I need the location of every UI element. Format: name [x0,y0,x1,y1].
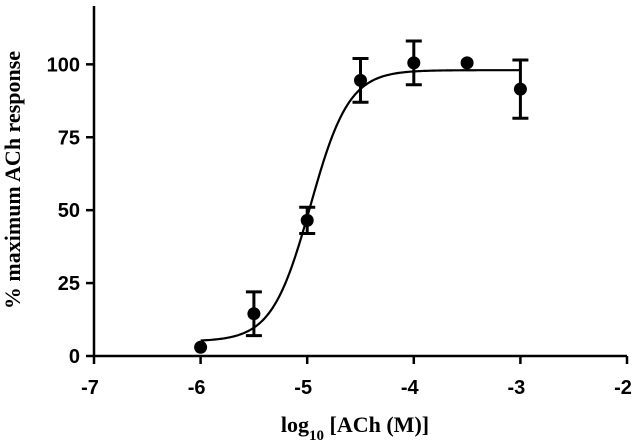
x-tick-label: -7 [81,377,99,399]
x-axis: -7 -6 -5 -4 -3 -2 [81,354,632,399]
y-axis: 0 25 50 75 100 [47,6,96,368]
data-point [247,307,261,321]
y-tick-label: 25 [58,273,80,295]
data-point [300,213,314,227]
x-tick-label: -6 [188,377,206,399]
y-tick-label: 50 [58,200,80,222]
data-point [407,56,421,70]
y-tick-label: 75 [58,127,80,149]
fit-curve [200,69,521,342]
x-tick-label: -3 [508,377,526,399]
x-tick-label: -5 [294,377,312,399]
data-points [194,56,527,354]
x-axis-title: log10 [ACh (M)] [281,412,429,440]
data-point [460,56,474,70]
y-tick-label: 100 [47,54,80,76]
y-tick-label: 0 [69,346,80,368]
data-point [354,73,367,87]
data-point [513,82,527,96]
y-axis-title: % maximum ACh response [0,51,25,309]
error-bars [245,39,529,338]
x-tick-label: -4 [401,377,420,399]
x-tick-label: -2 [614,377,632,399]
data-point [194,340,208,354]
